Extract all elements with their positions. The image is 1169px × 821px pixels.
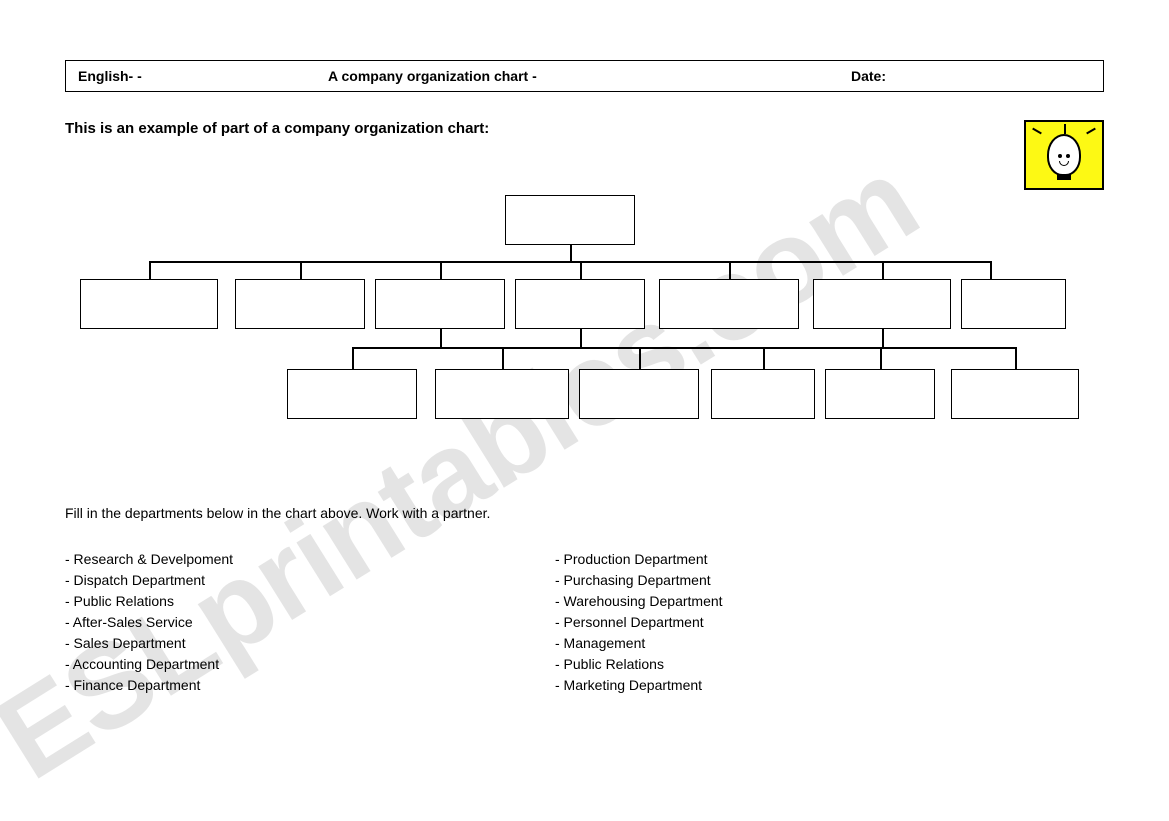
org-box-r3-6 [951, 369, 1079, 419]
org-box-top [505, 195, 635, 245]
org-box-r3-2 [435, 369, 569, 419]
list-item: - Warehousing Department [555, 591, 1045, 612]
header-subject: English- - [78, 68, 328, 84]
department-col-right: - Production Department - Purchasing Dep… [555, 549, 1045, 696]
list-item: - Finance Department [65, 675, 555, 696]
department-list: - Research & Develpoment - Dispatch Depa… [65, 549, 1104, 696]
list-item: - Sales Department [65, 633, 555, 654]
intro-heading: This is an example of part of a company … [65, 120, 489, 137]
org-box-r2-2 [235, 279, 365, 329]
org-box-r2-5 [659, 279, 799, 329]
department-col-left: - Research & Develpoment - Dispatch Depa… [65, 549, 555, 696]
org-box-r3-4 [711, 369, 815, 419]
list-item: - Research & Develpoment [65, 549, 555, 570]
org-box-r3-3 [579, 369, 699, 419]
header-title: A company organization chart - [328, 68, 811, 84]
org-box-r2-7 [961, 279, 1066, 329]
header-date: Date: [811, 68, 1091, 84]
list-item: - Public Relations [555, 654, 1045, 675]
list-item: - Purchasing Department [555, 570, 1045, 591]
org-box-r2-6 [813, 279, 951, 329]
lightbulb-icon [1024, 120, 1104, 190]
list-item: - Production Department [555, 549, 1045, 570]
org-box-r2-3 [375, 279, 505, 329]
document-header: English- - A company organization chart … [65, 60, 1104, 92]
org-box-r3-5 [825, 369, 935, 419]
list-item: - Management [555, 633, 1045, 654]
org-box-r3-1 [287, 369, 417, 419]
org-chart [65, 195, 1104, 455]
list-item: - Public Relations [65, 591, 555, 612]
list-item: - Accounting Department [65, 654, 555, 675]
list-item: - Dispatch Department [65, 570, 555, 591]
list-item: - Personnel Department [555, 612, 1045, 633]
list-item: - After-Sales Service [65, 612, 555, 633]
org-box-r2-4 [515, 279, 645, 329]
instruction-text: Fill in the departments below in the cha… [65, 505, 1104, 521]
org-box-r2-1 [80, 279, 218, 329]
list-item: - Marketing Department [555, 675, 1045, 696]
